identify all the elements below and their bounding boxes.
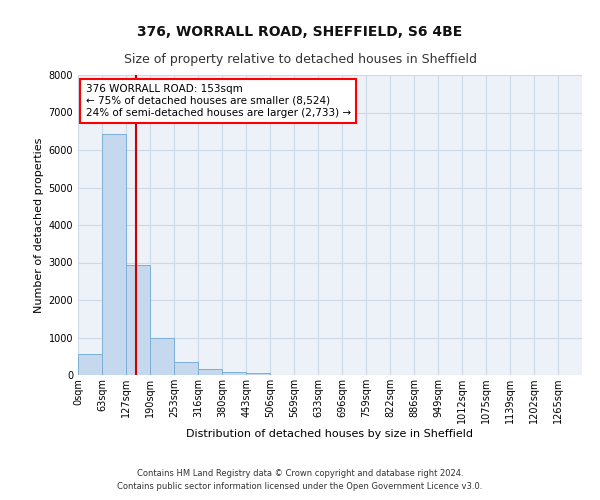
Bar [174,362,198,375]
Bar [126,265,150,375]
Bar [198,370,222,375]
Y-axis label: Number of detached properties: Number of detached properties [34,138,44,312]
Text: Contains HM Land Registry data © Crown copyright and database right 2024.: Contains HM Land Registry data © Crown c… [137,468,463,477]
Bar [222,372,246,375]
Text: Size of property relative to detached houses in Sheffield: Size of property relative to detached ho… [124,52,476,66]
Text: Contains public sector information licensed under the Open Government Licence v3: Contains public sector information licen… [118,482,482,491]
Bar [78,354,102,375]
Text: 376 WORRALL ROAD: 153sqm
← 75% of detached houses are smaller (8,524)
24% of sem: 376 WORRALL ROAD: 153sqm ← 75% of detach… [86,84,351,117]
X-axis label: Distribution of detached houses by size in Sheffield: Distribution of detached houses by size … [187,429,473,439]
Bar [102,134,126,375]
Text: 376, WORRALL ROAD, SHEFFIELD, S6 4BE: 376, WORRALL ROAD, SHEFFIELD, S6 4BE [137,25,463,39]
Bar [150,338,174,375]
Bar [246,373,270,375]
